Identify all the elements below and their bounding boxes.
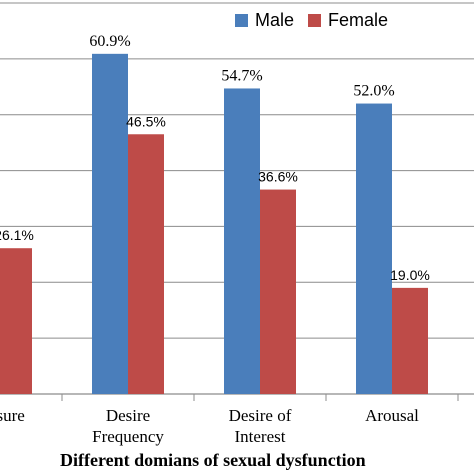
bar-female-4 (392, 287, 428, 394)
data-label-female-2: 46.5% (126, 113, 166, 129)
category-label-1: Pleasure (0, 406, 25, 425)
chart-legend: Male Female (235, 10, 402, 31)
legend-label-female: Female (328, 10, 389, 30)
bar-female-1 (0, 248, 32, 394)
legend-swatch-male (235, 14, 248, 27)
x-axis-title: Different domians of sexual dysfunction (60, 450, 366, 470)
bar-female-2 (128, 134, 164, 394)
data-label-male-4: 52.0% (353, 83, 394, 100)
category-label-4: Arousal (365, 406, 419, 425)
legend-label-male: Male (255, 10, 295, 30)
category-label-2: Desire Frequency (92, 406, 164, 446)
data-label-female-1: 26.1% (0, 227, 34, 243)
bar-female-3 (260, 189, 296, 394)
bar-male-4 (356, 103, 392, 395)
bar-male-2 (92, 53, 128, 395)
data-label-male-2: 60.9% (89, 33, 130, 50)
data-label-male-3: 54.7% (221, 67, 262, 84)
bar-male-3 (224, 88, 260, 394)
data-label-female-4: 19.0% (390, 267, 430, 283)
category-label-3: Desire of Interest (229, 406, 292, 446)
legend-item-male: Male (235, 10, 294, 31)
legend-swatch-female (308, 14, 322, 27)
legend-item-female: Female (308, 10, 388, 31)
data-label-female-3: 36.6% (258, 169, 298, 185)
